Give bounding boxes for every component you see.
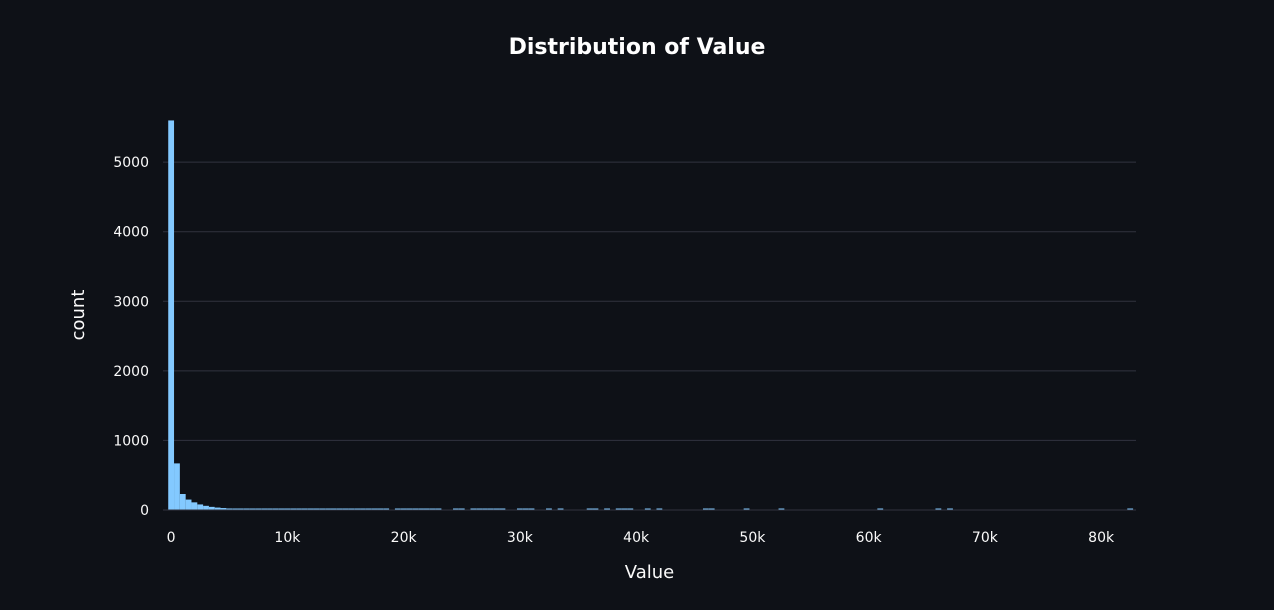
x-tick-label: 10k — [274, 530, 301, 546]
histogram-bar — [546, 508, 552, 510]
histogram-bar — [453, 508, 459, 510]
y-tick-label: 2000 — [113, 364, 149, 380]
histogram-bar — [429, 508, 436, 510]
y-tick-label: 3000 — [113, 294, 149, 310]
histogram-bar — [307, 508, 314, 510]
histogram-bar — [255, 508, 262, 510]
y-tick-label: 5000 — [113, 155, 149, 171]
histogram-bar — [371, 508, 378, 510]
histogram-bar — [383, 508, 390, 510]
histogram-bar — [615, 508, 622, 510]
y-tick-label: 4000 — [113, 225, 149, 241]
histogram-bar — [197, 504, 204, 510]
histogram-bar — [237, 508, 244, 510]
histogram-bar — [947, 508, 953, 510]
histogram-bar — [708, 508, 715, 510]
histogram-bar — [330, 508, 337, 510]
histogram-bar — [412, 508, 419, 510]
histogram-bar — [313, 508, 320, 510]
histogram-bar — [470, 508, 477, 510]
histogram-bar — [423, 508, 430, 510]
histogram-bar — [528, 508, 535, 510]
x-tick-label: 0 — [167, 530, 176, 546]
x-tick-label: 40k — [623, 530, 650, 546]
histogram-bar — [394, 508, 401, 510]
histogram-bar — [586, 508, 593, 510]
histogram-bar — [499, 508, 506, 510]
histogram-bar — [284, 508, 291, 510]
histogram-bar — [342, 508, 349, 510]
histogram-bar — [191, 502, 198, 510]
histogram-bar — [458, 508, 465, 510]
histogram-bar — [296, 508, 302, 510]
histogram-bar — [365, 508, 372, 510]
histogram-bar — [935, 508, 942, 510]
x-tick-label: 60k — [856, 530, 883, 546]
histogram-bar — [557, 508, 564, 510]
histogram-bar — [220, 508, 227, 510]
histogram-bar — [336, 508, 343, 510]
histogram-bar — [354, 508, 361, 510]
histogram-bar — [185, 499, 192, 510]
histogram-bar — [522, 508, 529, 510]
histogram-bar — [267, 508, 273, 510]
histogram-bar — [476, 508, 483, 510]
x-axis-title: Value — [625, 562, 674, 583]
histogram-bar — [621, 508, 628, 510]
histogram-bar — [743, 508, 750, 510]
histogram-bar — [174, 463, 180, 510]
x-tick-label: 20k — [391, 530, 418, 546]
histogram-bar — [179, 494, 186, 510]
histogram-bar — [592, 508, 599, 510]
histogram-bar — [214, 507, 221, 510]
histogram-bar — [208, 506, 215, 510]
histogram-bar — [348, 508, 355, 510]
histogram-bar — [377, 508, 384, 510]
histogram-bar — [482, 508, 488, 510]
histogram-bar — [1127, 508, 1134, 510]
histogram-bar — [272, 508, 279, 510]
histogram-bar — [243, 508, 250, 510]
histogram-bar — [203, 505, 209, 510]
histogram-bar — [290, 508, 297, 510]
histogram-bar — [325, 508, 331, 510]
histogram-bar — [418, 508, 424, 510]
y-tick-label: 1000 — [113, 433, 149, 449]
histogram-bar — [261, 508, 268, 510]
x-tick-label: 50k — [739, 530, 766, 546]
histogram-bar — [249, 508, 256, 510]
histogram-bar — [627, 508, 634, 510]
histogram-bar — [702, 508, 709, 510]
histogram-bar — [301, 508, 308, 510]
y-tick-label: 0 — [140, 503, 149, 519]
histogram-bar — [319, 508, 326, 510]
histogram-bar — [226, 508, 233, 510]
histogram-bar — [516, 508, 523, 510]
histogram-bar — [877, 508, 884, 510]
x-tick-label: 80k — [1088, 530, 1115, 546]
histogram-bar — [435, 508, 442, 510]
histogram-bar — [778, 508, 785, 510]
y-axis-title: count — [68, 290, 89, 341]
x-tick-label: 30k — [507, 530, 534, 546]
histogram-bar — [656, 508, 663, 510]
histogram-bar — [493, 508, 500, 510]
histogram-bar — [360, 508, 366, 510]
histogram-bar — [604, 508, 610, 510]
histogram-bar — [644, 508, 651, 510]
histogram-bar — [168, 120, 175, 510]
histogram-bar — [278, 508, 285, 510]
histogram-bar — [406, 508, 413, 510]
histogram-bar — [400, 508, 407, 510]
x-tick-label: 70k — [972, 530, 999, 546]
chart-title: Distribution of Value — [509, 35, 766, 60]
histogram-bar — [232, 508, 238, 510]
histogram-bar — [487, 508, 494, 510]
